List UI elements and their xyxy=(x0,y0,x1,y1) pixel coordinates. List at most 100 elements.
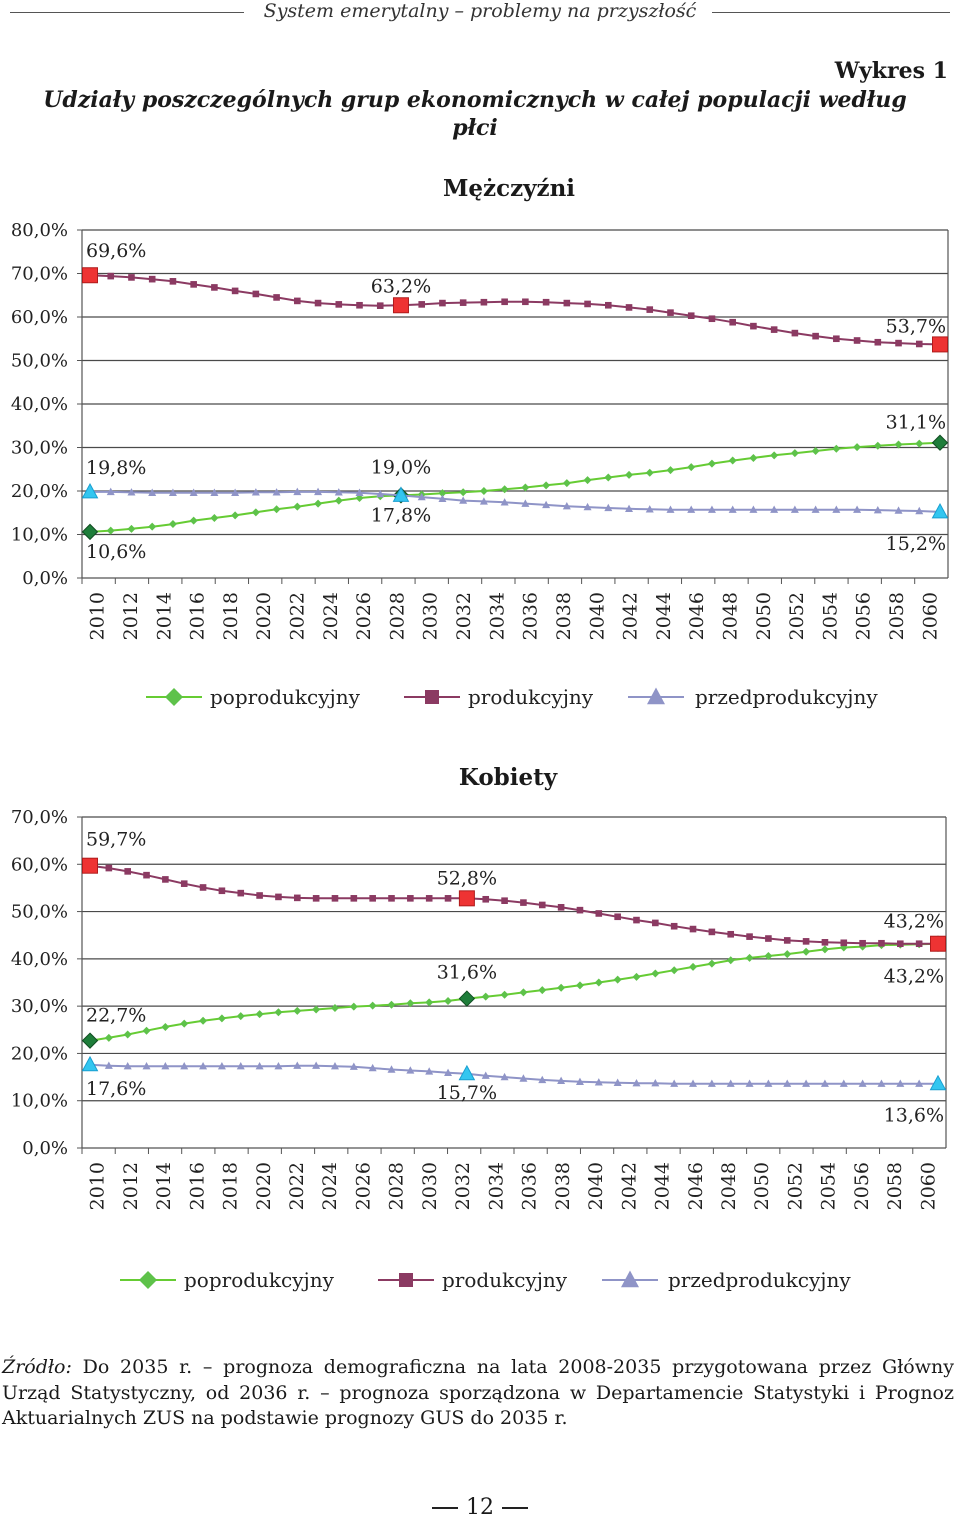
data-point-kobiety-przedprodukcyjny-34 xyxy=(726,1079,735,1087)
data-label-kobiety-produkcyjny-1: 52,8% xyxy=(437,867,497,889)
data-point-kobiety-produkcyjny-27 xyxy=(595,910,603,917)
data-point-kobiety-produkcyjny-6 xyxy=(199,884,207,891)
data-point-mezczyzni-przedprodukcyjny-24 xyxy=(583,502,592,511)
x-tick-label-kobiety-8: 2026 xyxy=(352,1162,374,1210)
data-point-mezczyzni-przedprodukcyjny-1 xyxy=(106,487,115,496)
data-label-kobiety-przedprodukcyjny-2: 13,6% xyxy=(884,1105,944,1127)
source-note: Źródło: Do 2035 r. – prognoza demografic… xyxy=(2,1355,954,1432)
data-point-mezczyzni-przedprodukcyjny-13 xyxy=(355,488,364,496)
x-tick-label-kobiety-16: 2042 xyxy=(618,1162,640,1210)
data-point-mezczyzni-produkcyjny-35 xyxy=(812,332,819,340)
data-point-mezczyzni-poprodukcyjny-20 xyxy=(500,485,509,494)
legend-marker-mezczyzni-przedprodukcyjny xyxy=(647,687,665,705)
data-label-kobiety-produkcyjny-0: 59,7% xyxy=(86,829,146,851)
x-tick-label-mezczyzni-24: 2058 xyxy=(886,592,908,640)
data-point-kobiety-poprodukcyjny-26 xyxy=(575,981,584,990)
data-point-mezczyzni-przedprodukcyjny-32 xyxy=(749,505,758,513)
data-point-mezczyzni-produkcyjny-30 xyxy=(708,315,716,323)
data-point-kobiety-przedprodukcyjny-38 xyxy=(802,1079,811,1087)
data-point-mezczyzni-poprodukcyjny-9 xyxy=(272,505,281,514)
data-point-kobiety-poprodukcyjny-3 xyxy=(142,1026,151,1035)
legend-marker-kobiety-poprodukcyjny xyxy=(139,1271,157,1289)
data-point-kobiety-produkcyjny-29 xyxy=(633,916,640,924)
data-point-kobiety-przedprodukcyjny-6 xyxy=(199,1061,208,1070)
data-point-kobiety-produkcyjny-21 xyxy=(482,895,490,903)
data-point-kobiety-przedprodukcyjny-13 xyxy=(330,1061,339,1070)
data-point-kobiety-produkcyjny-34 xyxy=(727,930,735,938)
data-point-mezczyzni-poprodukcyjny-37 xyxy=(853,443,862,452)
x-tick-label-kobiety-11: 2032 xyxy=(452,1162,474,1210)
data-point-mezczyzni-produkcyjny-31 xyxy=(729,318,736,326)
x-tick-label-kobiety-5: 2020 xyxy=(253,1162,275,1210)
legend-label-mezczyzni-poprodukcyjny: poprodukcyjny xyxy=(210,685,361,709)
data-point-mezczyzni-przedprodukcyjny-21 xyxy=(521,499,530,507)
data-point-mezczyzni-poprodukcyjny-7 xyxy=(231,511,240,520)
y-tick-label-mezczyzni-4: 40,0% xyxy=(11,394,68,415)
data-point-mezczyzni-poprodukcyjny-18 xyxy=(459,488,468,497)
data-point-mezczyzni-produkcyjny-38 xyxy=(874,338,882,346)
y-tick-label-kobiety-3: 30,0% xyxy=(11,996,68,1017)
data-point-mezczyzni-poprodukcyjny-25 xyxy=(604,473,613,482)
legend-label-kobiety-poprodukcyjny: poprodukcyjny xyxy=(184,1268,335,1292)
data-point-kobiety-produkcyjny-0 xyxy=(82,857,98,874)
data-point-kobiety-przedprodukcyjny-21 xyxy=(481,1071,490,1079)
x-tick-label-mezczyzni-4: 2018 xyxy=(220,592,242,640)
data-point-kobiety-przedprodukcyjny-23 xyxy=(519,1074,528,1082)
data-point-mezczyzni-poprodukcyjny-4 xyxy=(168,520,177,529)
data-point-mezczyzni-przedprodukcyjny-9 xyxy=(272,488,281,496)
data-point-mezczyzni-poprodukcyjny-24 xyxy=(583,476,592,485)
data-point-mezczyzni-poprodukcyjny-6 xyxy=(210,513,219,522)
data-point-kobiety-przedprodukcyjny-15 xyxy=(368,1063,377,1072)
data-point-kobiety-poprodukcyjny-9 xyxy=(255,1010,264,1019)
data-point-mezczyzni-poprodukcyjny-41 xyxy=(931,434,949,451)
x-tick-label-kobiety-24: 2058 xyxy=(884,1162,906,1210)
data-point-mezczyzni-poprodukcyjny-33 xyxy=(770,451,779,460)
header-rule-right xyxy=(712,12,950,13)
data-point-mezczyzni-produkcyjny-9 xyxy=(273,294,280,301)
data-point-kobiety-poprodukcyjny-15 xyxy=(368,1001,377,1010)
data-point-kobiety-przedprodukcyjny-28 xyxy=(613,1078,622,1086)
data-point-kobiety-produkcyjny-39 xyxy=(821,939,829,946)
data-point-mezczyzni-poprodukcyjny-0 xyxy=(81,523,99,541)
data-point-kobiety-poprodukcyjny-18 xyxy=(425,998,434,1007)
legend-label-mezczyzni-przedprodukcyjny: przedprodukcyjny xyxy=(695,685,878,709)
data-point-mezczyzni-przedprodukcyjny-37 xyxy=(853,505,862,513)
series-line-kobiety-przedprodukcyjny xyxy=(89,1063,938,1085)
data-point-kobiety-produkcyjny-25 xyxy=(557,904,565,911)
series-line-kobiety-produkcyjny xyxy=(89,864,938,945)
data-point-kobiety-produkcyjny-19 xyxy=(444,895,452,902)
data-label-kobiety-produkcyjny-2: 43,2% xyxy=(884,911,944,933)
data-label-kobiety-poprodukcyjny-1: 31,6% xyxy=(437,962,497,984)
data-point-kobiety-przedprodukcyjny-1 xyxy=(104,1061,113,1069)
page-number-value: 12 xyxy=(466,1495,494,1520)
data-point-mezczyzni-produkcyjny-33 xyxy=(770,326,778,333)
data-point-mezczyzni-poprodukcyjny-35 xyxy=(811,446,820,455)
data-point-kobiety-poprodukcyjny-28 xyxy=(613,975,622,984)
data-label-kobiety-przedprodukcyjny-0: 17,6% xyxy=(86,1078,146,1100)
y-tick-label-kobiety-4: 40,0% xyxy=(11,949,68,970)
data-point-kobiety-przedprodukcyjny-29 xyxy=(632,1079,641,1087)
data-point-kobiety-przedprodukcyjny-39 xyxy=(820,1079,829,1087)
data-point-kobiety-poprodukcyjny-32 xyxy=(689,962,698,971)
source-text: Do 2035 r. – prognoza demograficzna na l… xyxy=(2,1356,954,1429)
data-point-kobiety-produkcyjny-7 xyxy=(218,887,226,895)
data-point-kobiety-poprodukcyjny-38 xyxy=(802,947,811,956)
data-point-kobiety-poprodukcyjny-37 xyxy=(783,950,792,959)
data-point-mezczyzni-produkcyjny-25 xyxy=(604,301,612,309)
data-point-kobiety-produkcyjny-5 xyxy=(180,880,188,887)
legend-marker-mezczyzni-poprodukcyjny xyxy=(165,688,183,706)
data-point-mezczyzni-poprodukcyjny-32 xyxy=(749,453,758,462)
data-point-kobiety-produkcyjny-22 xyxy=(501,897,508,904)
data-point-mezczyzni-przedprodukcyjny-3 xyxy=(148,488,157,496)
data-point-mezczyzni-przedprodukcyjny-7 xyxy=(231,488,240,496)
data-point-mezczyzni-produkcyjny-27 xyxy=(646,306,654,313)
x-tick-label-mezczyzni-2: 2014 xyxy=(153,592,175,640)
legend-label-kobiety-produkcyjny: produkcyjny xyxy=(442,1268,568,1292)
y-tick-label-mezczyzni-2: 20,0% xyxy=(11,481,68,502)
data-point-kobiety-poprodukcyjny-23 xyxy=(519,988,528,997)
data-point-mezczyzni-produkcyjny-37 xyxy=(853,337,861,344)
data-point-mezczyzni-produkcyjny-23 xyxy=(563,299,571,307)
data-point-kobiety-przedprodukcyjny-44 xyxy=(915,1079,924,1087)
data-point-kobiety-produkcyjny-23 xyxy=(520,899,527,906)
y-tick-label-kobiety-1: 10,0% xyxy=(11,1091,68,1112)
